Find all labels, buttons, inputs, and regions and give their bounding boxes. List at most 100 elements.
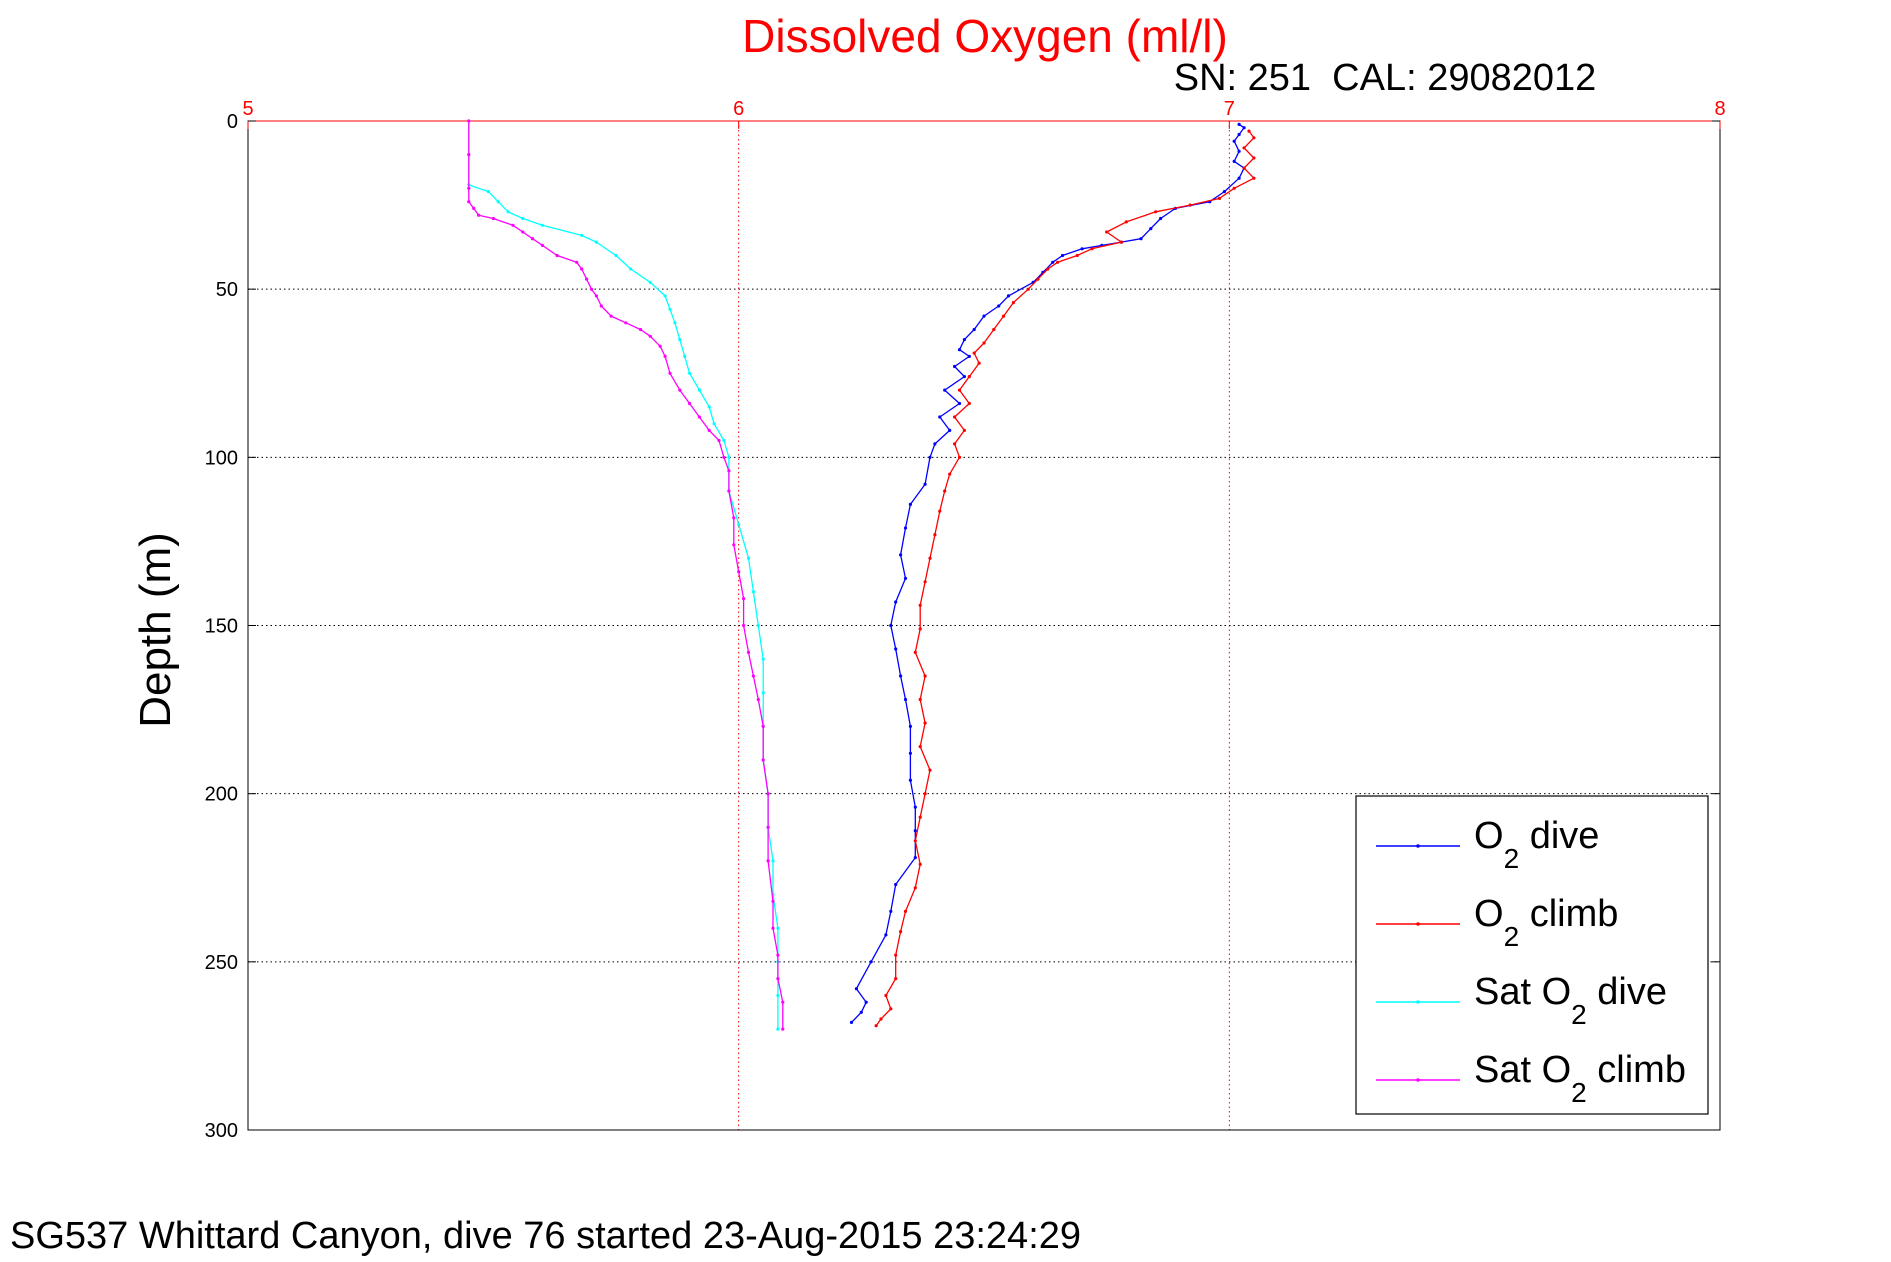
data-point <box>776 977 780 981</box>
data-point <box>727 455 731 459</box>
y-tick-label: 200 <box>205 784 238 806</box>
data-point <box>1105 230 1109 234</box>
data-point <box>1051 260 1055 264</box>
data-point <box>943 489 947 493</box>
data-point <box>899 930 903 934</box>
data-point <box>908 502 913 506</box>
data-point <box>948 428 952 432</box>
data-point <box>967 375 971 379</box>
data-point <box>467 186 471 190</box>
data-point <box>506 210 510 214</box>
data-point <box>1119 240 1123 244</box>
data-point <box>1217 196 1222 200</box>
data-point <box>918 627 922 631</box>
data-point <box>938 415 942 419</box>
data-point <box>540 243 545 247</box>
data-point <box>977 361 981 365</box>
data-point <box>486 190 490 194</box>
legend-marker <box>1416 1000 1420 1004</box>
data-point <box>751 590 756 594</box>
data-point <box>982 341 986 345</box>
data-point <box>953 415 957 419</box>
data-point <box>933 442 937 446</box>
data-point <box>668 371 672 375</box>
data-point <box>923 674 927 678</box>
data-point <box>781 1000 785 1004</box>
data-point <box>742 597 746 601</box>
data-point <box>1242 146 1246 150</box>
data-point <box>1222 190 1226 194</box>
data-point <box>707 405 711 409</box>
data-point <box>756 623 760 628</box>
y-tick-label: 250 <box>205 952 238 974</box>
x-tick-label: 6 <box>733 98 744 120</box>
data-point <box>923 721 927 725</box>
data-point <box>918 697 922 702</box>
data-point <box>585 277 589 281</box>
data-point <box>928 768 932 772</box>
data-point <box>913 856 917 860</box>
series-line-o2-dive <box>851 123 1245 1023</box>
dive-info-caption: SG537 Whittard Canyon, dive 76 started 2… <box>10 1215 1081 1257</box>
data-point <box>761 691 765 695</box>
data-point <box>913 829 917 833</box>
data-point <box>899 553 903 557</box>
data-point <box>957 455 962 459</box>
data-point <box>1188 203 1192 207</box>
data-point <box>658 344 662 348</box>
legend-box <box>1355 795 1709 1115</box>
y-axis-ticks: 0 50 100 150 200 250 300 <box>205 111 1720 1142</box>
data-point <box>913 839 917 843</box>
x-tick-label: 8 <box>1714 98 1725 120</box>
series-sat-o2-climb <box>467 119 785 1031</box>
data-point <box>1237 176 1241 180</box>
y-tick-label: 0 <box>227 111 238 133</box>
data-point <box>521 230 525 234</box>
data-point <box>771 859 775 863</box>
data-point <box>918 862 922 866</box>
data-point <box>1242 166 1246 170</box>
data-point <box>477 213 481 217</box>
data-point <box>997 304 1001 308</box>
data-point <box>923 482 927 486</box>
data-point <box>737 570 741 574</box>
data-point <box>766 859 770 863</box>
data-point <box>1124 220 1128 224</box>
data-point <box>1247 129 1251 133</box>
chart-title: Dissolved Oxygen (ml/l) <box>742 10 1228 62</box>
data-point <box>854 987 859 991</box>
data-point <box>609 314 613 318</box>
data-point <box>771 926 775 930</box>
data-point <box>589 287 594 291</box>
data-point <box>957 348 962 352</box>
data-point <box>678 338 682 342</box>
x-tick-label: 5 <box>242 98 253 120</box>
data-point <box>933 533 937 537</box>
data-point <box>673 321 677 325</box>
data-point <box>1060 253 1065 258</box>
data-point <box>918 603 922 607</box>
data-point <box>766 792 770 796</box>
data-point <box>1026 287 1030 291</box>
data-point <box>1080 247 1084 251</box>
data-point <box>663 354 667 358</box>
series-o2-dive <box>849 122 1246 1024</box>
data-point <box>580 267 584 271</box>
series-line-sat-o2-dive <box>468 121 779 1030</box>
data-point <box>717 438 721 443</box>
y-tick-label: 50 <box>216 279 238 301</box>
data-point <box>972 327 976 332</box>
data-point <box>864 1000 868 1004</box>
data-point <box>967 354 971 358</box>
data-point <box>707 428 711 432</box>
data-point <box>889 623 893 628</box>
data-point <box>879 1017 883 1021</box>
data-point <box>638 327 643 332</box>
data-point <box>722 455 726 459</box>
data-point <box>1056 260 1060 264</box>
data-point <box>472 206 476 210</box>
data-point <box>599 304 603 308</box>
legend-marker <box>1416 922 1420 926</box>
y-tick-label: 100 <box>205 447 238 469</box>
data-point <box>889 1007 893 1011</box>
